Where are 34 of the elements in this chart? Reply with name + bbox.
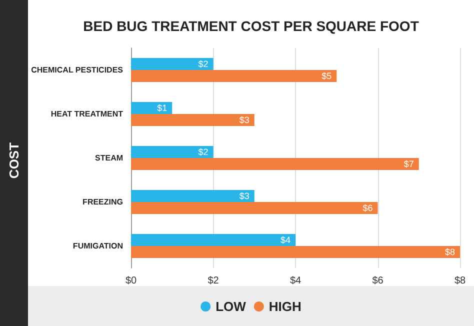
- bar: [131, 146, 214, 158]
- data-label: $7: [404, 159, 414, 169]
- data-label: $3: [239, 115, 250, 125]
- data-label: $3: [239, 191, 250, 201]
- y-tick-label: FUMIGATION: [72, 242, 124, 250]
- x-tick-label: $8: [454, 276, 466, 286]
- bar: [131, 190, 254, 202]
- x-tick-label: $0: [125, 276, 138, 286]
- y-tick-label: STEAM: [95, 154, 124, 162]
- bar: [131, 114, 254, 126]
- data-label: $8: [444, 247, 455, 257]
- data-label: $5: [322, 71, 332, 81]
- bar: [131, 246, 460, 258]
- data-label: $2: [198, 59, 208, 69]
- x-tick-label: $2: [208, 276, 220, 286]
- data-label: $4: [280, 235, 291, 245]
- data-label: $2: [198, 147, 208, 157]
- bar: [131, 202, 378, 214]
- legend-label: HIGH: [268, 299, 302, 314]
- bar: [131, 158, 419, 170]
- data-label: $6: [362, 203, 373, 213]
- x-tick-label: $6: [372, 276, 384, 286]
- bar: [131, 58, 214, 70]
- y-tick-label: HEAT TREATMENT: [50, 110, 124, 118]
- x-tick-label: $4: [290, 276, 302, 286]
- bar: [131, 102, 172, 114]
- y-tick-label: FREEZING: [82, 198, 124, 206]
- bar: [131, 234, 296, 246]
- chart-title: BED BUG TREATMENT COST PER SQUARE FOOT: [83, 18, 420, 34]
- y-axis-title: COST: [6, 142, 22, 178]
- data-label: $1: [157, 103, 168, 113]
- y-tick-label: CHEMICAL PESTICIDES: [31, 66, 124, 74]
- bar: [131, 70, 337, 82]
- legend-label: LOW: [216, 299, 247, 314]
